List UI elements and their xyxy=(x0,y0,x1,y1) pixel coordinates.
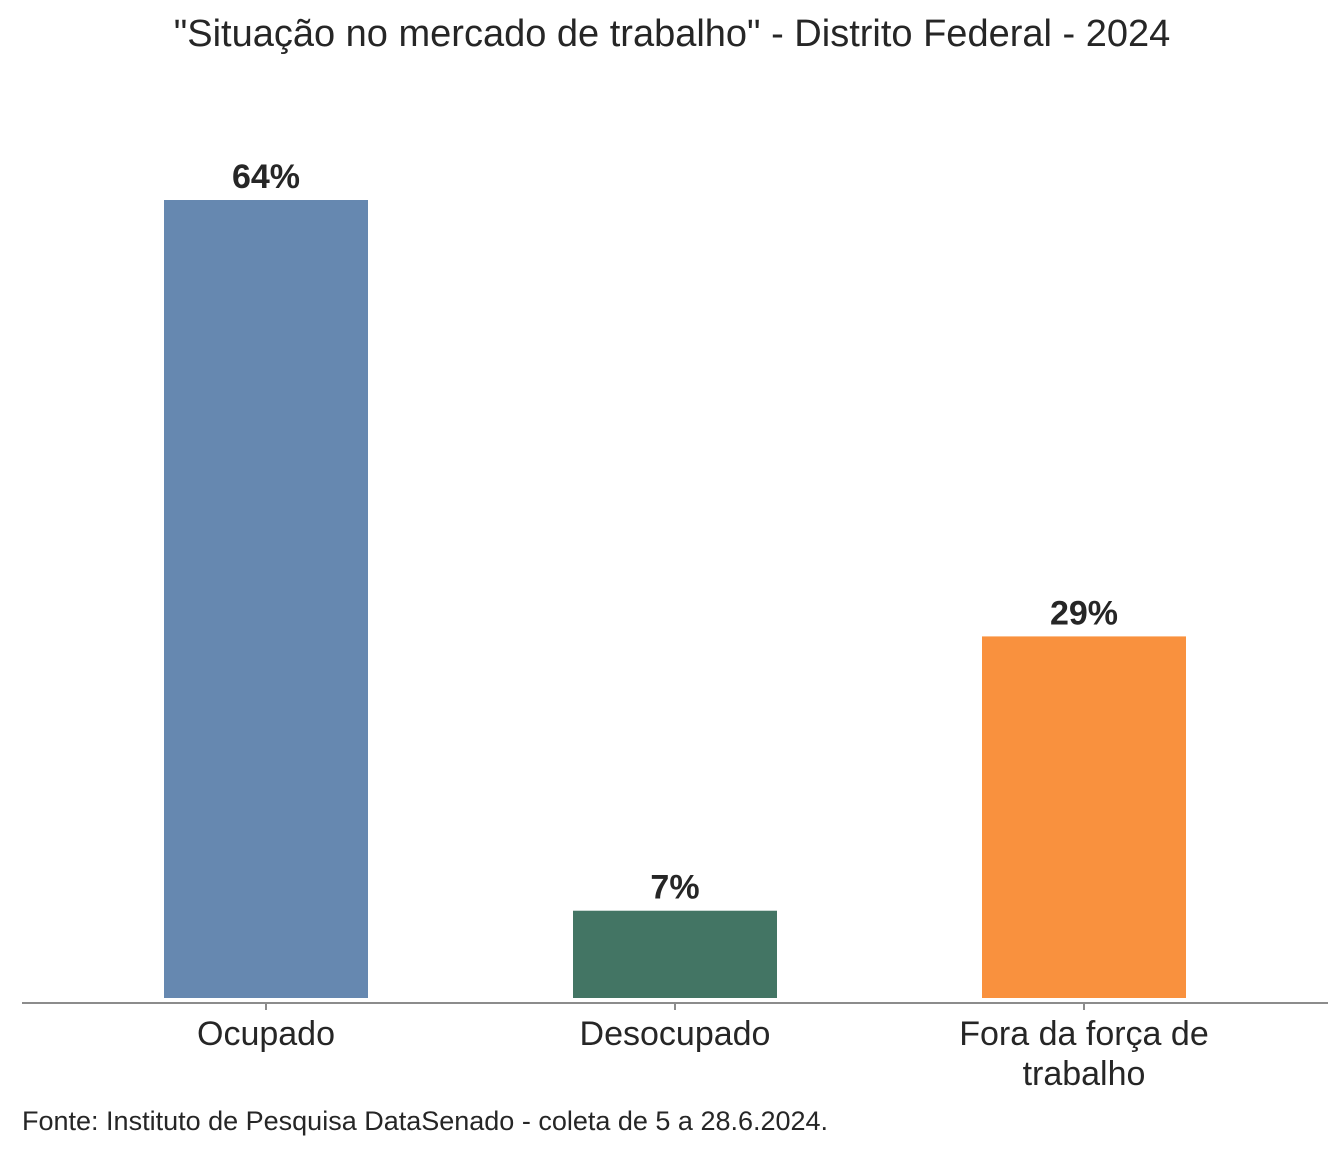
x-tick-label-line: Desocupado xyxy=(580,1015,771,1053)
data-label-3: 29% xyxy=(1050,594,1118,632)
bar-3 xyxy=(982,636,1186,998)
data-label-2: 7% xyxy=(650,869,699,907)
source-note: Fonte: Instituto de Pesquisa DataSenado … xyxy=(22,1106,828,1136)
data-label-1: 64% xyxy=(232,158,300,196)
bars-layer: 64% 7% 29% xyxy=(164,158,1186,998)
bar-2 xyxy=(573,910,777,998)
x-tick-label-2: Desocupado xyxy=(580,1015,771,1053)
x-tick-label-line: trabalho xyxy=(1023,1055,1146,1093)
x-axis-ticks: Ocupado Desocupado Fora da força de trabalh… xyxy=(197,1003,1209,1093)
x-tick-label-1: Ocupado xyxy=(197,1015,335,1053)
chart-title: "Situação no mercado de trabalho" - Dist… xyxy=(174,13,1171,55)
x-tick-label-3: Fora da força de trabalho xyxy=(959,1015,1208,1093)
bar-1 xyxy=(164,200,368,998)
x-tick-label-line: Fora da força de xyxy=(959,1015,1208,1053)
x-tick-label-line: Ocupado xyxy=(197,1015,335,1053)
